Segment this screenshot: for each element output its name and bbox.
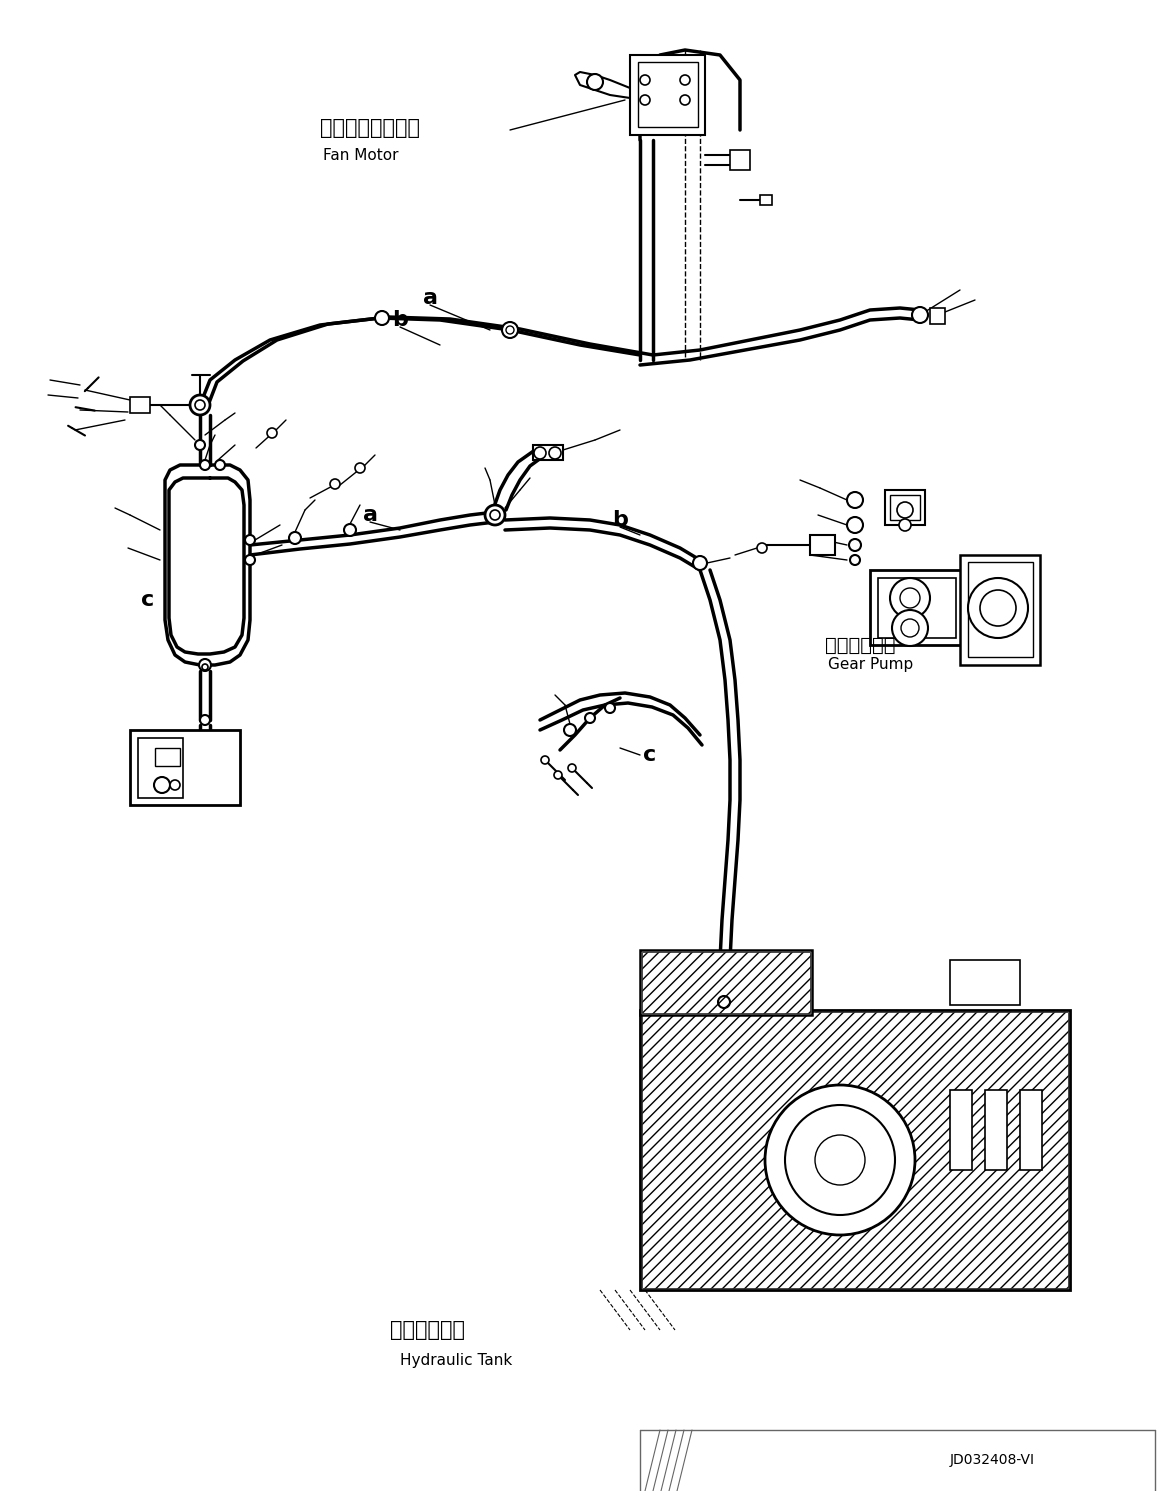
Circle shape: [901, 587, 920, 608]
Circle shape: [849, 540, 861, 552]
Circle shape: [549, 447, 562, 459]
Bar: [1021, 1090, 1042, 1170]
Circle shape: [899, 519, 911, 531]
Circle shape: [190, 395, 210, 414]
Circle shape: [680, 95, 690, 104]
Text: c: c: [643, 746, 657, 765]
Circle shape: [901, 619, 919, 637]
Circle shape: [980, 590, 1016, 626]
Bar: [130, 397, 150, 413]
Bar: [949, 960, 1021, 1005]
Circle shape: [847, 517, 863, 532]
Bar: [760, 195, 772, 204]
Bar: [155, 748, 181, 766]
Bar: [870, 570, 965, 646]
Circle shape: [640, 95, 650, 104]
Text: a: a: [362, 505, 377, 525]
Text: a: a: [423, 288, 438, 309]
Text: JD032408-VⅠ: JD032408-VⅠ: [949, 1454, 1035, 1467]
Circle shape: [757, 543, 767, 553]
Circle shape: [892, 610, 929, 646]
Circle shape: [569, 763, 576, 772]
Circle shape: [267, 428, 277, 438]
Circle shape: [564, 725, 576, 737]
Bar: [960, 555, 1040, 665]
Circle shape: [289, 532, 301, 544]
Bar: [930, 309, 945, 324]
Circle shape: [154, 777, 170, 793]
Circle shape: [785, 1105, 895, 1215]
Circle shape: [718, 996, 730, 1008]
Circle shape: [355, 464, 365, 473]
Circle shape: [344, 523, 356, 535]
Bar: [642, 1012, 1068, 1288]
Bar: [638, 63, 698, 127]
Circle shape: [765, 1085, 915, 1235]
Bar: [968, 562, 1033, 658]
Circle shape: [968, 579, 1028, 638]
Bar: [984, 1090, 1007, 1170]
Circle shape: [195, 440, 205, 450]
Text: Fan Motor: Fan Motor: [323, 148, 398, 163]
Text: b: b: [393, 310, 408, 330]
Circle shape: [640, 75, 650, 85]
Text: 作動油タンク: 作動油タンク: [390, 1320, 465, 1340]
Circle shape: [816, 1135, 864, 1185]
Bar: [949, 1090, 972, 1170]
Circle shape: [506, 327, 514, 334]
Text: Hydraulic Tank: Hydraulic Tank: [400, 1352, 513, 1367]
Circle shape: [245, 535, 255, 546]
Circle shape: [890, 579, 930, 617]
Text: b: b: [612, 510, 628, 529]
Bar: [810, 535, 835, 555]
Text: インファンモータ: インファンモータ: [320, 118, 421, 139]
Circle shape: [541, 756, 549, 763]
Circle shape: [170, 780, 181, 790]
Circle shape: [216, 461, 225, 470]
Circle shape: [912, 307, 929, 324]
Circle shape: [195, 400, 205, 410]
Circle shape: [587, 75, 603, 89]
Bar: [534, 444, 563, 461]
Circle shape: [847, 492, 863, 508]
Circle shape: [330, 479, 340, 489]
Bar: [885, 491, 925, 525]
Circle shape: [200, 716, 210, 725]
Text: Gear Pump: Gear Pump: [828, 658, 913, 672]
Bar: [630, 55, 705, 136]
Circle shape: [490, 510, 500, 520]
Bar: [642, 951, 810, 1012]
Text: c: c: [141, 590, 155, 610]
Bar: [640, 950, 812, 1015]
Bar: [130, 731, 240, 805]
Circle shape: [485, 505, 504, 525]
Bar: [640, 1009, 1069, 1290]
Circle shape: [200, 461, 210, 470]
Bar: [878, 579, 956, 638]
Bar: [137, 738, 183, 798]
Circle shape: [375, 312, 389, 325]
Bar: [890, 495, 920, 520]
Circle shape: [897, 502, 913, 517]
Circle shape: [502, 322, 518, 338]
Bar: [730, 151, 750, 170]
Circle shape: [555, 771, 562, 778]
Circle shape: [850, 555, 860, 565]
Circle shape: [585, 713, 595, 723]
Circle shape: [199, 659, 211, 671]
Circle shape: [534, 447, 546, 459]
Circle shape: [680, 75, 690, 85]
Text: ギヤーポンプ: ギヤーポンプ: [825, 635, 896, 655]
Circle shape: [605, 702, 615, 713]
Circle shape: [693, 556, 707, 570]
Circle shape: [202, 663, 209, 669]
Circle shape: [245, 555, 255, 565]
